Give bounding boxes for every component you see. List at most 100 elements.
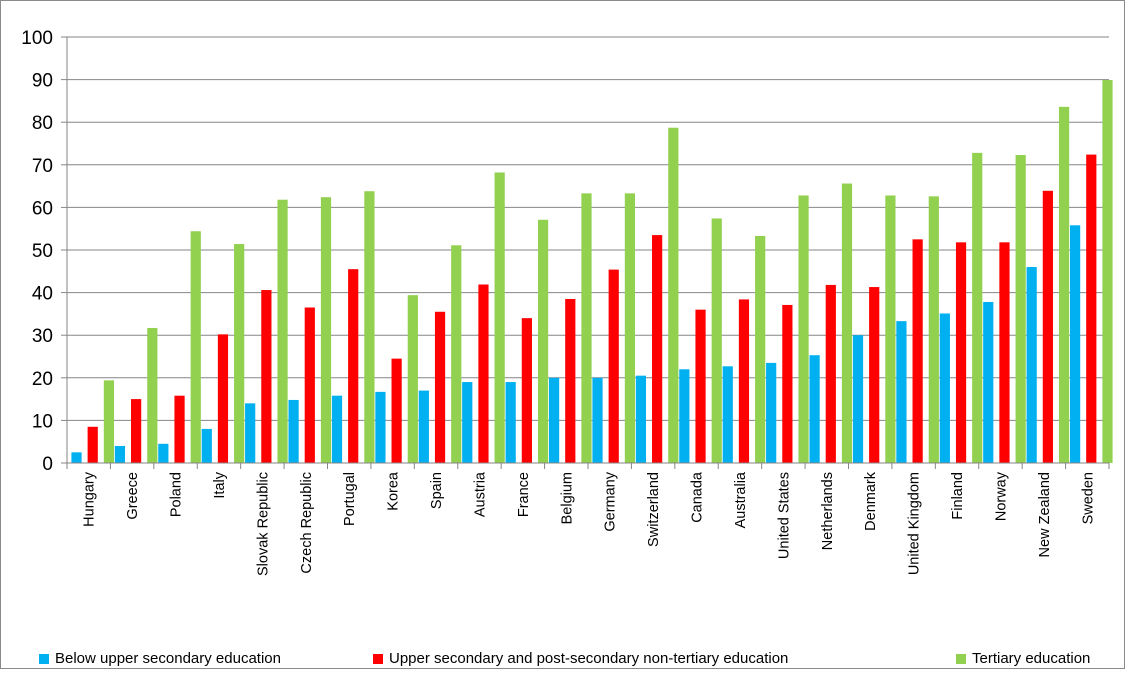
x-category-label-korea: Korea xyxy=(386,471,402,511)
bar-united-states-below-upper-secondary-education xyxy=(766,362,777,463)
x-category-label-switzerland: Switzerland xyxy=(646,472,662,547)
bar-finland-tertiary-education xyxy=(972,152,983,463)
x-category-label-denmark: Denmark xyxy=(863,471,879,531)
bar-new-zealand-below-upper-secondary-education xyxy=(1026,267,1037,463)
x-category-label-australia: Australia xyxy=(733,471,749,528)
legend-swatch-tertiary xyxy=(956,653,966,664)
bar-belgium-upper-secondary-and-post-secondary-non-tertiary-education xyxy=(565,298,576,463)
x-category-label-canada: Canada xyxy=(690,471,706,523)
legend-label-upper-secondary: Upper secondary and post-secondary non-t… xyxy=(389,650,789,667)
bar-netherlands-below-upper-secondary-education xyxy=(809,355,820,463)
bar-spain-below-upper-secondary-education xyxy=(418,390,429,463)
x-category-label-belgium: Belgium xyxy=(559,472,575,524)
x-category-label-netherlands: Netherlands xyxy=(820,472,836,550)
bar-greece-upper-secondary-and-post-secondary-non-tertiary-education xyxy=(131,399,142,463)
bar-belgium-tertiary-education xyxy=(581,193,592,463)
bar-finland-upper-secondary-and-post-secondary-non-tertiary-education xyxy=(955,242,967,463)
bar-italy-below-upper-secondary-education xyxy=(201,428,212,463)
bar-sweden-upper-secondary-and-post-secondary-non-tertiary-education xyxy=(1086,154,1097,463)
bar-canada-upper-secondary-and-post-secondary-non-tertiary-education xyxy=(695,309,706,463)
axes xyxy=(61,36,1110,469)
bar-united-states-tertiary-education xyxy=(798,195,809,463)
bar-new-zealand-upper-secondary-and-post-secondary-non-tertiary-education xyxy=(1042,190,1053,464)
bar-austria-upper-secondary-and-post-secondary-non-tertiary-education xyxy=(478,284,489,463)
bar-denmark-tertiary-education xyxy=(885,195,896,463)
y-tick-label-0: 0 xyxy=(42,454,53,475)
x-category-label-finland: Finland xyxy=(950,472,966,520)
bar-finland-below-upper-secondary-education xyxy=(939,313,950,463)
bar-netherlands-upper-secondary-and-post-secondary-non-tertiary-education xyxy=(825,284,836,463)
y-tick-label-10: 10 xyxy=(32,411,53,432)
bar-netherlands-tertiary-education xyxy=(841,183,853,464)
bar-norway-upper-secondary-and-post-secondary-non-tertiary-education xyxy=(999,242,1010,463)
bar-united-kingdom-below-upper-secondary-education xyxy=(896,321,907,463)
x-category-label-austria: Austria xyxy=(472,471,488,517)
x-category-label-germany: Germany xyxy=(603,471,619,531)
bar-poland-tertiary-education xyxy=(190,231,201,463)
legend-label-below-upper-secondary: Below upper secondary education xyxy=(55,650,281,667)
x-category-label-france: France xyxy=(516,472,532,517)
bar-france-below-upper-secondary-education xyxy=(505,382,516,463)
bar-germany-tertiary-education xyxy=(624,193,636,463)
x-category-label-norway: Norway xyxy=(993,471,1009,521)
bar-greece-tertiary-education xyxy=(147,327,158,463)
y-tick-label-50: 50 xyxy=(32,241,53,262)
bar-united-kingdom-upper-secondary-and-post-secondary-non-tertiary-education xyxy=(912,239,923,463)
bar-austria-tertiary-education xyxy=(494,172,505,463)
bar-poland-below-upper-secondary-education xyxy=(158,443,169,463)
x-axis-category-labels: Hungary Greece Poland Italy Slovak Republic C… xyxy=(82,471,1097,576)
y-tick-label-60: 60 xyxy=(32,198,53,219)
bar-slovak-republic-tertiary-education xyxy=(277,199,288,464)
bar-canada-tertiary-education xyxy=(711,218,722,463)
bar-czech-republic-below-upper-secondary-education xyxy=(288,399,299,463)
bar-portugal-tertiary-education xyxy=(364,191,375,463)
bar-germany-below-upper-secondary-education xyxy=(592,377,603,463)
bar-france-tertiary-education xyxy=(537,219,549,463)
x-category-label-greece: Greece xyxy=(125,472,141,520)
bar-norway-below-upper-secondary-education xyxy=(983,301,994,463)
bar-switzerland-upper-secondary-and-post-secondary-non-tertiary-education xyxy=(652,235,663,463)
y-tick-label-40: 40 xyxy=(32,284,53,305)
y-tick-label-70: 70 xyxy=(32,156,53,177)
bar-united-kingdom-tertiary-education xyxy=(928,196,939,463)
bars xyxy=(71,80,1113,464)
x-category-label-hungary: Hungary xyxy=(82,471,98,527)
bar-portugal-upper-secondary-and-post-secondary-non-tertiary-education xyxy=(348,269,359,463)
y-axis-tick-labels: 0 10 20 30 40 50 60 70 80 90 100 xyxy=(21,28,53,475)
bar-sweden-tertiary-education xyxy=(1102,80,1113,463)
bar-australia-upper-secondary-and-post-secondary-non-tertiary-education xyxy=(738,299,750,463)
x-category-label-united-kingdom: United Kingdom xyxy=(907,472,923,575)
legend: Below upper secondary education Upper se… xyxy=(1,650,1124,674)
bar-spain-upper-secondary-and-post-secondary-non-tertiary-education xyxy=(434,311,446,463)
x-category-label-united-states: United States xyxy=(776,472,792,559)
x-category-label-portugal: Portugal xyxy=(342,472,358,526)
bar-denmark-upper-secondary-and-post-secondary-non-tertiary-education xyxy=(869,287,880,463)
bar-korea-below-upper-secondary-education xyxy=(375,391,386,463)
y-tick-label-90: 90 xyxy=(32,71,53,92)
bar-norway-tertiary-education xyxy=(1015,155,1026,463)
bar-belgium-below-upper-secondary-education xyxy=(548,377,560,463)
bar-hungary-below-upper-secondary-education xyxy=(71,452,82,463)
legend-item-upper-secondary: Upper secondary and post-secondary non-t… xyxy=(373,650,788,667)
bar-korea-tertiary-education xyxy=(407,295,418,463)
x-category-label-italy: Italy xyxy=(212,471,228,498)
x-category-label-new-zealand: New Zealand xyxy=(1037,472,1053,557)
bar-italy-upper-secondary-and-post-secondary-non-tertiary-education xyxy=(217,334,229,463)
bar-new-zealand-tertiary-education xyxy=(1058,106,1070,464)
bar-hungary-tertiary-education xyxy=(103,380,115,463)
y-tick-label-100: 100 xyxy=(21,28,53,49)
x-category-label-sweden: Sweden xyxy=(1080,472,1096,524)
legend-label-tertiary: Tertiary education xyxy=(972,650,1091,667)
bar-switzerland-tertiary-education xyxy=(668,127,679,464)
bar-portugal-below-upper-secondary-education xyxy=(331,395,343,463)
bar-italy-tertiary-education xyxy=(234,244,245,463)
bar-greece-below-upper-secondary-education xyxy=(114,445,126,463)
bar-australia-below-upper-secondary-education xyxy=(722,366,733,463)
bar-switzerland-below-upper-secondary-education xyxy=(635,375,647,463)
y-tick-label-30: 30 xyxy=(32,326,53,347)
bar-sweden-below-upper-secondary-education xyxy=(1069,225,1081,463)
bar-hungary-upper-secondary-and-post-secondary-non-tertiary-education xyxy=(87,426,98,463)
bar-germany-upper-secondary-and-post-secondary-non-tertiary-education xyxy=(608,269,619,463)
